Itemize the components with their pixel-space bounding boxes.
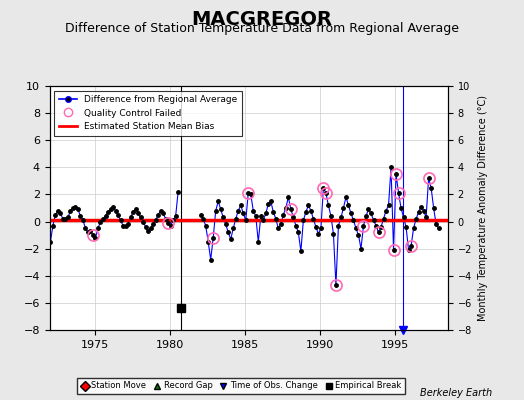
Legend: Station Move, Record Gap, Time of Obs. Change, Empirical Break: Station Move, Record Gap, Time of Obs. C… [77, 378, 405, 394]
Text: Difference of Station Temperature Data from Regional Average: Difference of Station Temperature Data f… [65, 22, 459, 35]
Text: MACGREGOR: MACGREGOR [191, 10, 333, 29]
Legend: Difference from Regional Average, Quality Control Failed, Estimated Station Mean: Difference from Regional Average, Qualit… [54, 90, 242, 136]
Y-axis label: Monthly Temperature Anomaly Difference (°C): Monthly Temperature Anomaly Difference (… [478, 95, 488, 321]
Text: Berkeley Earth: Berkeley Earth [420, 388, 493, 398]
